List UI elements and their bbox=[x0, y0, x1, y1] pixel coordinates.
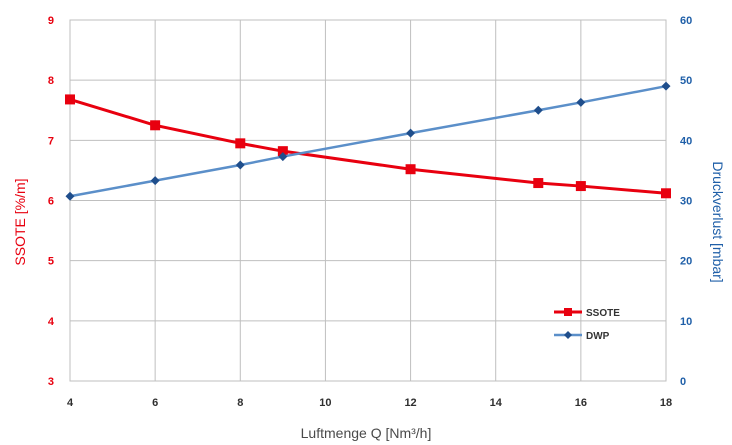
data-point-dwp bbox=[576, 97, 586, 107]
legend: SSOTE DWP bbox=[554, 308, 620, 342]
series-dwp bbox=[65, 81, 671, 201]
left-axis-tick-label: 7 bbox=[48, 135, 54, 147]
x-axis-tick-label: 18 bbox=[660, 397, 672, 409]
series-line-dwp bbox=[69, 84, 667, 198]
data-point-dwp bbox=[235, 160, 245, 170]
right-axis-tick-label: 0 bbox=[680, 376, 686, 388]
x-axis-tick-label: 12 bbox=[404, 397, 416, 409]
right-axis-tick-label: 40 bbox=[680, 135, 692, 147]
left-y-axis-title: SSOTE [%/m] bbox=[12, 178, 28, 265]
left-axis-tick-label: 9 bbox=[48, 15, 54, 27]
left-axis-tick-label: 3 bbox=[48, 376, 54, 388]
left-axis-tick-label: 5 bbox=[48, 256, 54, 268]
data-point-ssote bbox=[405, 164, 416, 175]
right-axis-tick-label: 30 bbox=[680, 196, 692, 208]
data-point-dwp bbox=[65, 191, 75, 201]
x-axis-tick-labels: 4 6 8 10 12 14 16 18 bbox=[67, 397, 672, 409]
x-axis-tick-label: 10 bbox=[319, 397, 331, 409]
x-axis-tick-label: 8 bbox=[237, 397, 243, 409]
x-axis-title: Luftmenge Q [Nm³/h] bbox=[301, 425, 432, 441]
legend-marker-ssote bbox=[564, 308, 572, 316]
data-point-dwp bbox=[150, 176, 160, 186]
data-point-dwp bbox=[661, 81, 671, 91]
data-point-ssote bbox=[533, 178, 544, 189]
data-point-dwp bbox=[406, 128, 416, 138]
x-axis-tick-label: 6 bbox=[152, 397, 158, 409]
right-axis-tick-label: 10 bbox=[680, 316, 692, 328]
right-axis-tick-label: 60 bbox=[680, 15, 692, 27]
right-axis-tick-label: 20 bbox=[680, 256, 692, 268]
data-point-dwp bbox=[533, 105, 543, 115]
legend-item-dwp: DWP bbox=[554, 331, 610, 342]
series-line-ssote bbox=[69, 97, 667, 195]
x-axis-tick-label: 16 bbox=[575, 397, 587, 409]
series-ssote bbox=[65, 94, 671, 199]
grid-lines bbox=[69, 19, 667, 382]
left-axis-tick-label: 4 bbox=[48, 316, 55, 328]
left-axis-tick-label: 6 bbox=[48, 196, 54, 208]
x-axis-tick-label: 4 bbox=[67, 397, 74, 409]
right-axis-tick-label: 50 bbox=[680, 75, 692, 87]
data-point-ssote bbox=[65, 94, 75, 105]
data-point-dwp bbox=[278, 152, 288, 162]
legend-item-ssote: SSOTE bbox=[554, 308, 620, 319]
left-axis-tick-label: 8 bbox=[48, 75, 54, 87]
data-point-ssote bbox=[150, 120, 161, 131]
data-point-ssote bbox=[277, 146, 288, 157]
legend-marker-dwp bbox=[564, 331, 572, 339]
data-point-ssote bbox=[575, 181, 586, 192]
series-layer bbox=[65, 81, 671, 201]
data-point-ssote bbox=[661, 188, 671, 199]
x-axis-tick-label: 14 bbox=[490, 397, 503, 409]
legend-label-dwp: DWP bbox=[586, 331, 610, 342]
right-axis-tick-labels: 0 10 20 30 40 50 60 bbox=[680, 15, 692, 388]
legend-label-ssote: SSOTE bbox=[586, 308, 620, 319]
left-axis-tick-labels: 3 4 5 6 7 8 9 bbox=[48, 15, 55, 388]
right-y-axis-title: Druckverlust [mbar] bbox=[710, 161, 726, 282]
data-point-ssote bbox=[235, 138, 246, 149]
